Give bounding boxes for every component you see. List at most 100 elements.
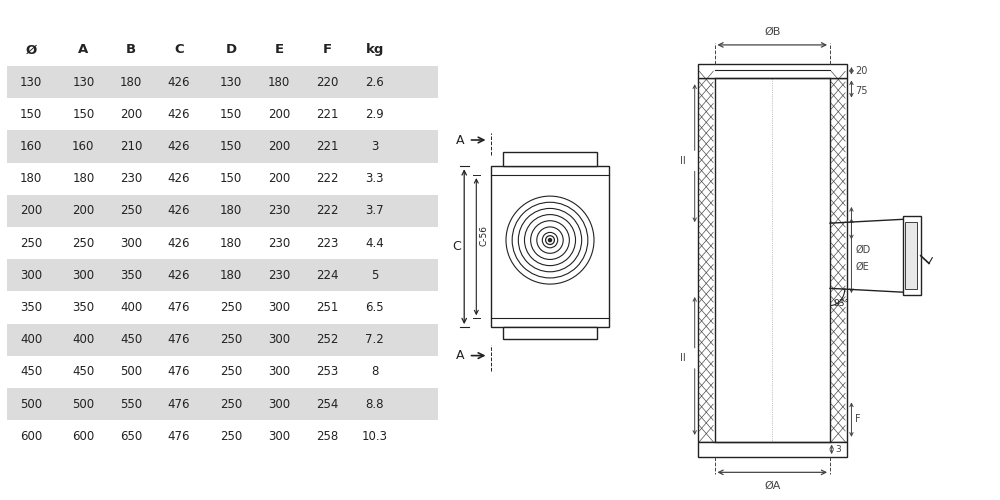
Text: 160: 160 — [20, 140, 42, 153]
Text: D: D — [226, 44, 237, 57]
Text: 250: 250 — [72, 236, 94, 250]
Text: 250: 250 — [220, 333, 242, 346]
Text: ØA: ØA — [764, 481, 780, 491]
Text: 75: 75 — [855, 86, 868, 96]
Text: 476: 476 — [168, 366, 190, 378]
Text: 200: 200 — [268, 172, 290, 185]
Text: 180: 180 — [120, 76, 142, 88]
Text: 6.5: 6.5 — [365, 301, 384, 314]
Bar — [698, 78, 714, 442]
Text: 300: 300 — [72, 269, 94, 282]
Text: ØD: ØD — [855, 245, 871, 255]
Text: 7.2: 7.2 — [365, 333, 384, 346]
Text: 222: 222 — [316, 172, 338, 185]
Text: 600: 600 — [20, 430, 42, 443]
Text: 450: 450 — [20, 366, 42, 378]
Bar — [830, 78, 846, 442]
Text: C-56: C-56 — [480, 225, 489, 246]
Text: 350: 350 — [20, 301, 42, 314]
Text: 150: 150 — [220, 140, 242, 153]
Text: 4.4: 4.4 — [365, 236, 384, 250]
Text: 3.7: 3.7 — [365, 204, 384, 218]
Text: 300: 300 — [120, 236, 142, 250]
Text: 426: 426 — [168, 204, 190, 218]
Text: 350: 350 — [120, 269, 142, 282]
Text: 200: 200 — [72, 204, 94, 218]
Text: 250: 250 — [220, 430, 242, 443]
Text: 300: 300 — [268, 430, 290, 443]
Text: 230: 230 — [268, 236, 290, 250]
Text: 500: 500 — [120, 366, 142, 378]
Text: 476: 476 — [168, 398, 190, 410]
Text: A: A — [456, 349, 464, 362]
Bar — [7, 195, 438, 227]
Text: 150: 150 — [220, 108, 242, 121]
Text: 160: 160 — [72, 140, 94, 153]
Text: Ø: Ø — [25, 44, 37, 57]
Text: 180: 180 — [220, 236, 242, 250]
Text: 426: 426 — [168, 140, 190, 153]
Text: F: F — [855, 414, 861, 424]
Text: 476: 476 — [168, 333, 190, 346]
Text: II: II — [680, 156, 686, 166]
Text: 150: 150 — [72, 108, 94, 121]
Text: 476: 476 — [168, 430, 190, 443]
Text: 253: 253 — [316, 366, 338, 378]
Text: 650: 650 — [120, 430, 142, 443]
Text: 150: 150 — [20, 108, 42, 121]
Text: 400: 400 — [120, 301, 142, 314]
Text: 221: 221 — [316, 140, 338, 153]
Bar — [905, 222, 917, 289]
Text: 3.3: 3.3 — [366, 172, 384, 185]
Text: ØB: ØB — [764, 27, 780, 38]
Bar — [698, 64, 846, 78]
Text: 250: 250 — [220, 301, 242, 314]
Text: 130: 130 — [20, 76, 42, 88]
Text: 254: 254 — [316, 398, 338, 410]
Text: 426: 426 — [168, 76, 190, 88]
Bar — [698, 442, 846, 457]
Bar — [491, 166, 609, 327]
Text: 10.3: 10.3 — [362, 430, 388, 443]
Text: 300: 300 — [268, 333, 290, 346]
Text: 180: 180 — [20, 172, 42, 185]
Text: 250: 250 — [120, 204, 142, 218]
Text: 130: 130 — [72, 76, 94, 88]
Text: 250: 250 — [220, 366, 242, 378]
Text: 180: 180 — [220, 204, 242, 218]
Text: 500: 500 — [20, 398, 42, 410]
Text: F: F — [322, 44, 331, 57]
Circle shape — [548, 238, 552, 242]
Text: 250: 250 — [20, 236, 42, 250]
Text: 300: 300 — [268, 301, 290, 314]
Bar — [503, 152, 597, 166]
Text: 180: 180 — [220, 269, 242, 282]
Text: ØE: ØE — [855, 262, 869, 272]
Text: 300: 300 — [268, 398, 290, 410]
Text: 400: 400 — [20, 333, 42, 346]
Bar — [503, 327, 597, 339]
Text: 200: 200 — [120, 108, 142, 121]
Text: 3: 3 — [836, 445, 841, 454]
Text: 300: 300 — [20, 269, 42, 282]
Text: 93°: 93° — [834, 298, 850, 308]
Text: B: B — [126, 44, 136, 57]
Text: 222: 222 — [316, 204, 338, 218]
Text: 426: 426 — [168, 236, 190, 250]
Text: 230: 230 — [268, 269, 290, 282]
Text: 8.8: 8.8 — [366, 398, 384, 410]
Text: 450: 450 — [120, 333, 142, 346]
Text: 251: 251 — [316, 301, 338, 314]
Bar — [7, 388, 438, 420]
Text: 150: 150 — [220, 172, 242, 185]
Text: 500: 500 — [72, 398, 94, 410]
Text: 223: 223 — [316, 236, 338, 250]
Text: 210: 210 — [120, 140, 142, 153]
Text: 600: 600 — [72, 430, 94, 443]
Text: 252: 252 — [316, 333, 338, 346]
Text: A: A — [78, 44, 88, 57]
Text: 258: 258 — [316, 430, 338, 443]
Text: 426: 426 — [168, 108, 190, 121]
Text: 350: 350 — [72, 301, 94, 314]
Text: 550: 550 — [120, 398, 142, 410]
